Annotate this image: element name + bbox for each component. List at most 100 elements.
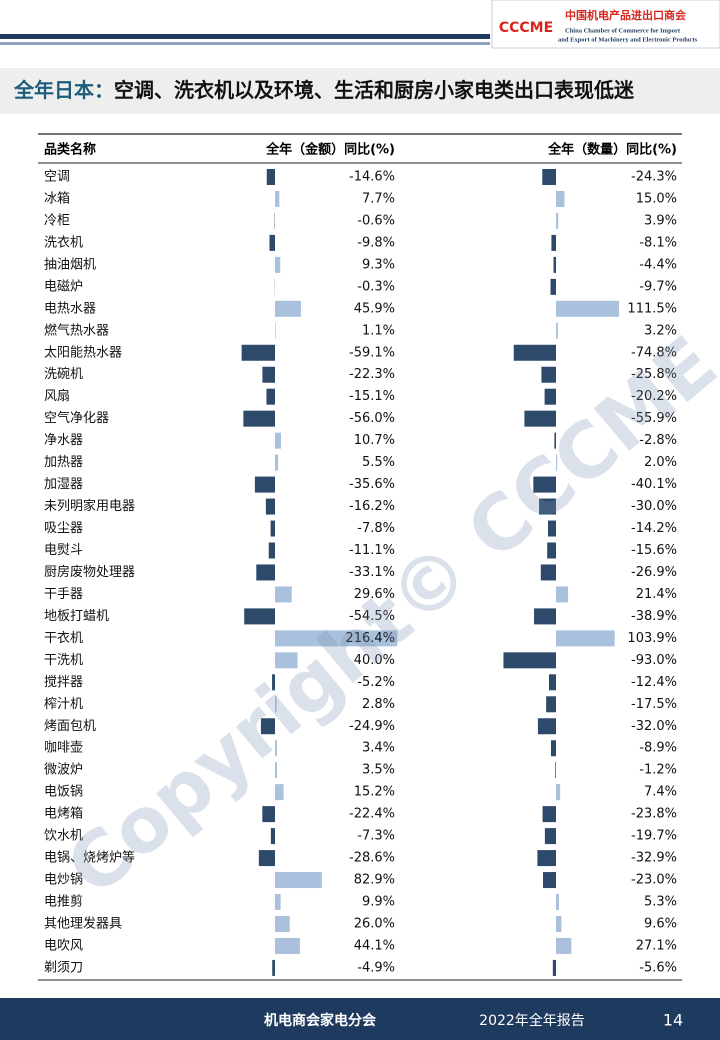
data-bar xyxy=(544,828,556,845)
value-label: 15.2% xyxy=(354,785,395,800)
data-bar xyxy=(275,630,398,647)
data-bar xyxy=(265,498,275,515)
data-bar xyxy=(272,674,275,691)
data-bar xyxy=(539,498,556,515)
column-header: 全年（数量）同比(%) xyxy=(547,142,677,158)
value-label: 29.6% xyxy=(354,587,395,602)
data-bar xyxy=(275,915,290,932)
org-cn: 中国机电产品进出口商会 xyxy=(565,8,687,22)
category-name: 电饭锅 xyxy=(44,784,83,800)
column-header: 全年（金额）同比(%) xyxy=(265,142,395,158)
footer-band xyxy=(0,998,720,1040)
data-bar xyxy=(553,256,556,273)
value-label: -26.9% xyxy=(631,565,677,580)
value-label: -25.8% xyxy=(631,367,677,382)
data-bar xyxy=(537,718,556,735)
data-bar xyxy=(554,432,556,449)
value-label: 103.9% xyxy=(627,631,677,646)
category-name: 空调 xyxy=(44,170,70,185)
category-name: 干衣机 xyxy=(44,630,83,646)
data-bar xyxy=(275,586,292,603)
value-label: 27.1% xyxy=(636,938,677,953)
category-name: 燃气热水器 xyxy=(44,322,109,338)
value-label: -0.6% xyxy=(357,213,395,228)
category-name: 电熨斗 xyxy=(44,543,83,558)
category-name: 榨汁机 xyxy=(44,696,83,712)
value-label: -23.0% xyxy=(631,873,677,888)
category-name: 抽油烟机 xyxy=(44,257,96,272)
category-name: 电磁炉 xyxy=(44,279,83,294)
value-label: 3.2% xyxy=(644,323,677,338)
value-label: 7.4% xyxy=(644,785,677,800)
data-bar xyxy=(503,652,556,669)
data-bar xyxy=(547,542,556,559)
org-en: China Chamber of Commerce for Import xyxy=(565,27,681,34)
data-bar xyxy=(272,959,275,976)
category-name: 冷柜 xyxy=(44,213,70,228)
footer-org: 机电商会家电分会 xyxy=(264,1012,377,1029)
data-bar xyxy=(537,850,556,867)
value-label: -8.1% xyxy=(639,235,677,250)
category-name: 饮水机 xyxy=(44,829,83,844)
value-label: 9.9% xyxy=(362,895,395,910)
value-label: -28.6% xyxy=(349,851,395,866)
data-bar xyxy=(524,410,556,427)
data-bar xyxy=(254,476,275,493)
category-name: 地板打蜡机 xyxy=(44,609,109,624)
data-bar xyxy=(275,652,298,669)
data-bar xyxy=(556,300,619,317)
data-bar xyxy=(556,937,572,954)
logo-box xyxy=(491,0,720,49)
footer-report: 2022年全年报告 xyxy=(479,1012,585,1029)
value-label: -12.4% xyxy=(631,675,677,690)
data-bar xyxy=(275,784,284,801)
category-name: 加热器 xyxy=(44,455,83,470)
title-band xyxy=(0,68,720,114)
table-body: 空调 -14.6% -24.3% 冰箱 7.7% 15.0% 冷柜 -0.6% 3.9% 洗衣机 -… xyxy=(44,169,677,976)
value-label: 45.9% xyxy=(354,301,395,316)
value-label: 21.4% xyxy=(636,587,677,602)
value-label: 44.1% xyxy=(354,938,395,953)
data-bar xyxy=(262,806,275,823)
value-label: 1.1% xyxy=(362,323,395,338)
data-bar xyxy=(275,872,322,889)
value-label: -14.6% xyxy=(349,170,395,185)
value-label: 3.9% xyxy=(644,213,677,228)
value-label: -14.2% xyxy=(631,521,677,536)
category-name: 咖啡壶 xyxy=(44,741,83,756)
value-label: 5.5% xyxy=(362,455,395,470)
value-label: 3.5% xyxy=(362,763,395,778)
data-bar xyxy=(556,212,559,229)
data-bar xyxy=(275,432,282,449)
value-label: -11.1% xyxy=(349,543,395,558)
value-label: -16.2% xyxy=(349,499,395,514)
data-bar xyxy=(258,850,275,867)
value-label: -5.2% xyxy=(357,675,395,690)
data-bar xyxy=(266,169,275,185)
value-label: -1.2% xyxy=(639,763,677,778)
value-label: -33.1% xyxy=(349,565,395,580)
column-header: 品类名称 xyxy=(44,142,96,158)
category-name: 电炒锅 xyxy=(44,872,83,888)
value-label: -54.5% xyxy=(349,609,395,624)
data-bar xyxy=(534,608,556,625)
value-label: -22.3% xyxy=(349,367,395,382)
data-bar xyxy=(556,586,569,603)
data-bar xyxy=(542,169,556,185)
value-label: 26.0% xyxy=(354,916,395,931)
header-stripe xyxy=(0,34,490,39)
value-label: 111.5% xyxy=(627,301,677,316)
data-bar xyxy=(556,454,558,471)
value-label: 2.8% xyxy=(362,697,395,712)
category-name: 空气净化器 xyxy=(44,410,109,426)
value-label: -4.9% xyxy=(357,960,395,975)
data-bar xyxy=(266,388,275,405)
value-label: 15.0% xyxy=(636,191,677,206)
value-label: -19.7% xyxy=(631,829,677,844)
category-name: 洗衣机 xyxy=(44,234,83,250)
value-label: -5.6% xyxy=(639,960,677,975)
value-label: -22.4% xyxy=(349,807,395,822)
value-label: -20.2% xyxy=(631,389,677,404)
data-bar xyxy=(556,894,559,911)
